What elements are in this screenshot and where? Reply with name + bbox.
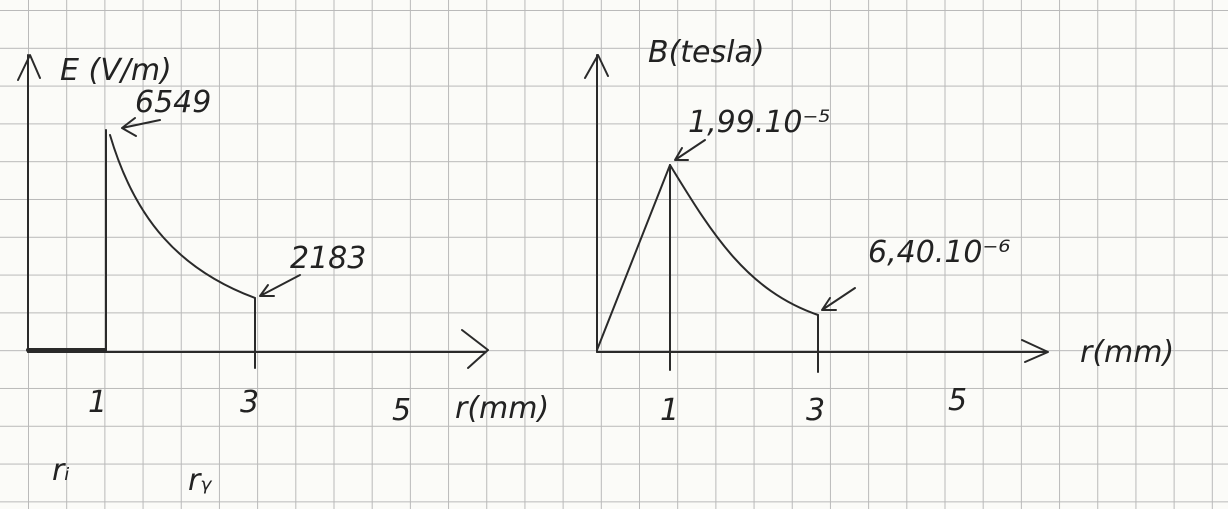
sketch: E (V/m) 6549 2183 1 3 5 r(mm) rᵢ rᵧ B(te… (0, 0, 1228, 509)
left-plot: E (V/m) 6549 2183 1 3 5 r(mm) rᵢ rᵧ (18, 53, 549, 498)
b-curve (670, 165, 818, 315)
end-label: 2183 (290, 241, 366, 276)
x-tick-label: 1 (88, 385, 107, 420)
x-tick-label: 1 (660, 393, 679, 428)
y-axis (18, 55, 40, 352)
y-axis (585, 55, 608, 352)
end-arrow (260, 275, 300, 296)
axis-label: E (V/m) (60, 53, 172, 88)
x-tick-label: 5 (392, 393, 411, 428)
b-rise (597, 165, 670, 350)
x-tick-label: 3 (240, 385, 259, 420)
right-plot: B(tesla) 1,99.10⁻⁵ 6,40.10⁻⁶ 1 3 5 r(mm) (585, 35, 1174, 428)
peak-label: 6549 (135, 85, 211, 120)
end-arrow (822, 288, 855, 310)
end-label: 6,40.10⁻⁶ (868, 235, 1010, 270)
marker-label: rᵢ (52, 453, 70, 488)
x-tick-label: 3 (806, 393, 825, 428)
peak-arrow (122, 118, 160, 136)
peak-label: 1,99.10⁻⁵ (688, 105, 830, 140)
grid-paper: E (V/m) 6549 2183 1 3 5 r(mm) rᵢ rᵧ B(te… (0, 0, 1228, 509)
axis-label: B(tesla) (648, 35, 765, 70)
e-curve (110, 135, 255, 298)
x-axis (597, 340, 1048, 362)
peak-arrow (675, 140, 705, 160)
x-tick-label: 5 (948, 383, 967, 418)
marker-label: rᵧ (188, 463, 212, 498)
x-axis-label: r(mm) (1080, 335, 1174, 370)
x-axis-label: r(mm) (455, 391, 549, 426)
